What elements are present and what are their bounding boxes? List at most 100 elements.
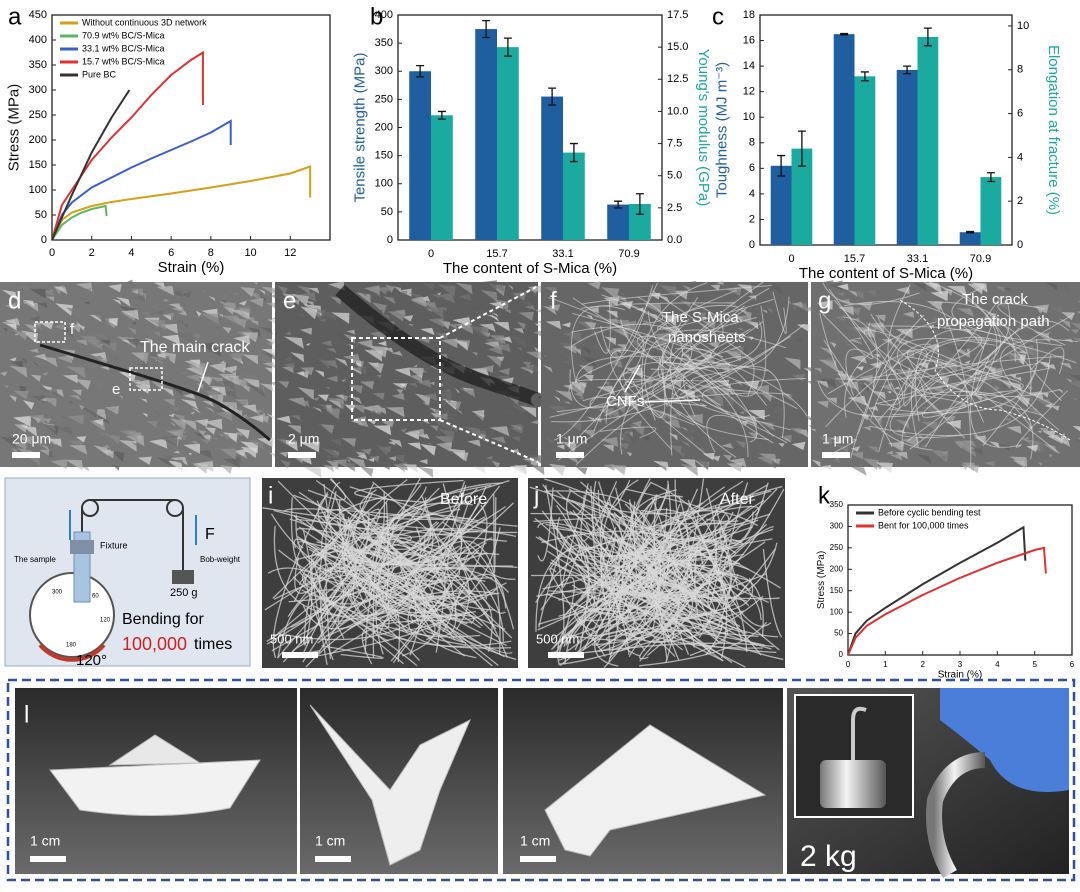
texture [931,317,945,326]
texture [173,450,181,454]
fiber [940,306,972,466]
texture [739,410,746,415]
texture [148,350,160,358]
fiber [535,536,595,617]
fiber [844,321,937,418]
texture [301,417,319,429]
annotation: Fixture [100,540,128,550]
fiber [646,484,768,587]
texture [179,300,187,307]
texture [573,391,584,398]
texture [1051,405,1060,411]
fiber [869,355,1051,437]
sem-label: The S-Mica [662,309,739,326]
texture [574,432,592,444]
fiber [305,520,498,605]
arrow [624,364,641,393]
texture [119,430,138,441]
texture [287,424,301,434]
texture [219,464,233,475]
texture [341,438,357,447]
y-tick-label: 100 [830,607,844,616]
texture [232,292,239,296]
texture [941,344,958,355]
texture [162,298,168,302]
fiber [652,345,742,407]
fiber [902,373,1033,432]
fiber [581,302,735,309]
texture [1072,398,1078,402]
texture [18,284,30,292]
texture [429,381,435,386]
texture [72,389,82,396]
texture [102,449,112,455]
texture [68,323,81,333]
fiber [556,392,790,413]
fiber [361,625,412,665]
texture [10,361,23,369]
texture [488,335,506,345]
texture [29,348,39,354]
fiber [706,414,788,453]
texture [961,462,975,472]
texture [308,287,320,294]
texture [940,455,948,461]
y-tick-label: 8 [1017,64,1023,76]
hook [926,752,986,879]
texture [821,464,832,471]
texture [1068,380,1080,388]
fiber [906,356,1024,393]
fiber [856,355,1064,381]
fiber [442,483,516,580]
fiber [844,300,985,349]
texture [168,413,175,418]
texture [520,406,537,418]
scale-label: 1 cm [30,833,60,849]
texture [107,359,116,364]
y-tick-label: 50 [35,209,47,221]
texture [970,447,984,455]
texture [200,439,210,445]
fiber [299,501,489,566]
texture [660,411,678,425]
texture [250,320,259,326]
texture [218,313,224,318]
scale-bar [30,856,66,862]
fiber [565,491,738,630]
y-tick-label: 400 [375,9,393,21]
texture [418,296,431,302]
fiber [621,558,730,642]
fiber [569,510,670,644]
texture [457,293,472,301]
texture [101,341,117,352]
texture [513,333,532,345]
texture [452,339,468,351]
texture [1051,390,1062,397]
texture [318,317,326,323]
texture [734,314,752,326]
fiber [578,507,668,622]
texture [174,332,195,343]
texture [575,466,588,475]
texture [645,384,653,390]
texture [242,354,259,365]
texture [178,311,188,316]
y2-axis-label: Elongation at fracture (%) [1045,45,1062,215]
texture [277,285,288,295]
texture [140,311,150,318]
texture [1044,364,1057,370]
texture [408,323,413,327]
texture [1061,312,1075,321]
x-tick-label: 10 [244,247,256,259]
texture [164,455,173,460]
texture [237,400,248,407]
texture [93,333,108,341]
texture [96,432,109,440]
overlay: a b c d e f g h i j k l f e The main cra… [4,3,1076,882]
x-tick-label: 3 [958,660,963,669]
texture [381,419,395,428]
texture [829,436,842,443]
bar [607,204,629,240]
texture [360,381,375,390]
texture [127,422,132,426]
